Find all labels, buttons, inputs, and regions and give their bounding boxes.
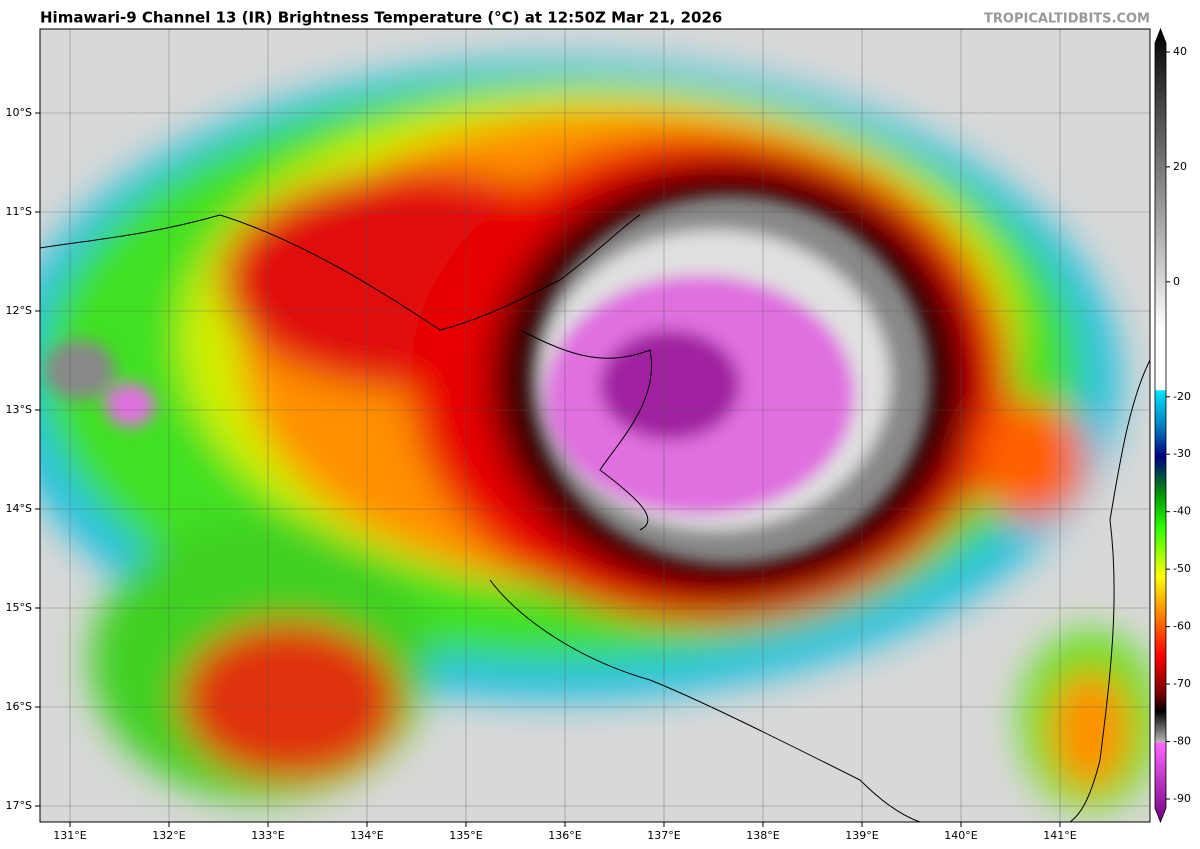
lon-label: 141°E xyxy=(1043,829,1076,842)
lat-label: 11°S xyxy=(6,205,32,218)
lat-label: 13°S xyxy=(6,403,32,416)
lat-label: 15°S xyxy=(6,601,32,614)
colorbar-label: -60 xyxy=(1173,620,1191,633)
colorbar-label: -50 xyxy=(1173,562,1191,575)
lon-label: 137°E xyxy=(647,829,680,842)
lon-label: 139°E xyxy=(845,829,878,842)
credit: TROPICALTIDBITS.COM xyxy=(984,12,1150,27)
colorbar-label: -30 xyxy=(1173,447,1191,460)
map-frame xyxy=(39,28,1151,823)
colorbar-label: -70 xyxy=(1173,677,1191,690)
lon-label: 133°E xyxy=(251,829,284,842)
colorbar-label: -20 xyxy=(1173,390,1191,403)
colorbar-label: -40 xyxy=(1173,505,1191,518)
lon-label: 132°E xyxy=(152,829,185,842)
title: Himawari-9 Channel 13 (IR) Brightness Te… xyxy=(40,9,722,27)
lat-label: 10°S xyxy=(6,106,32,119)
colorbar-label: 40 xyxy=(1173,45,1187,58)
colorbar-label: 0 xyxy=(1173,275,1180,288)
graticule xyxy=(40,29,1150,822)
colorbar-label: -80 xyxy=(1173,735,1191,748)
lon-label: 138°E xyxy=(746,829,779,842)
lat-label: 12°S xyxy=(6,304,32,317)
lon-label: 136°E xyxy=(548,829,581,842)
lon-label: 135°E xyxy=(449,829,482,842)
lat-label: 14°S xyxy=(6,502,32,515)
colorbar-label: -90 xyxy=(1173,792,1191,805)
lat-label: 17°S xyxy=(6,799,32,812)
colorbar: 40 20 0 -20 -30 -40 -50 -60 -70 -80 -90 xyxy=(1154,27,1191,824)
colorbar-body xyxy=(1154,27,1167,824)
colorbar-label: 20 xyxy=(1173,160,1187,173)
satellite-image xyxy=(40,29,1150,822)
lon-label: 140°E xyxy=(944,829,977,842)
lat-label: 16°S xyxy=(6,700,32,713)
lon-label: 134°E xyxy=(350,829,383,842)
lon-label: 131°E xyxy=(53,829,86,842)
